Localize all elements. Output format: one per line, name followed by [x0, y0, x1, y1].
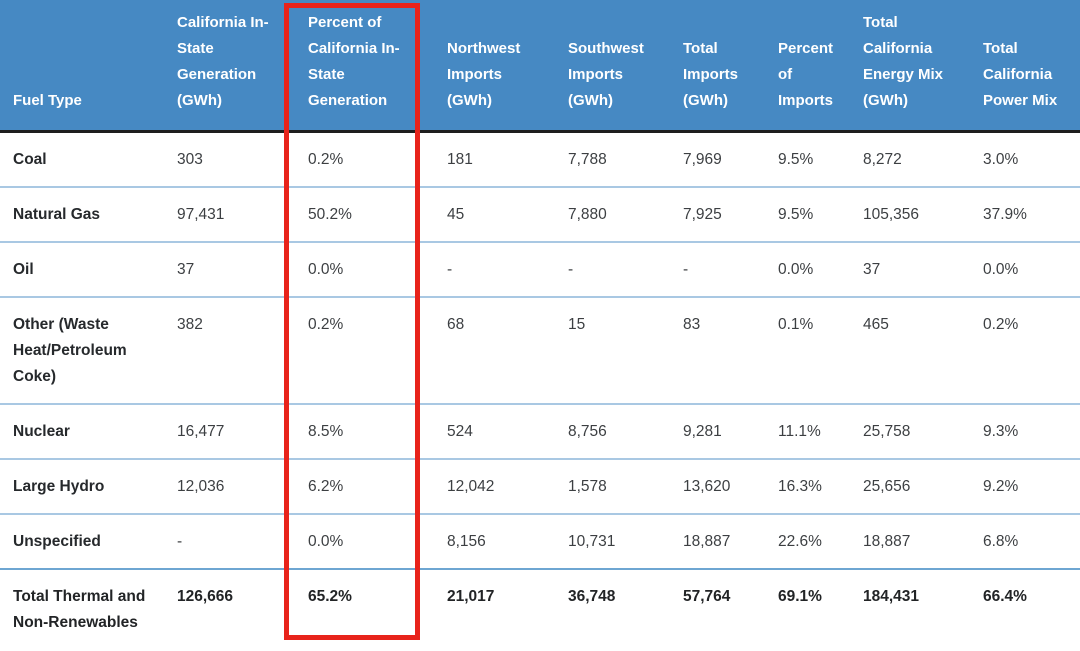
- table-row-nuclear: Nuclear 16,477 8.5% 524 8,756 9,281 11.1…: [0, 403, 1080, 459]
- table-cell: 25,656: [850, 458, 970, 514]
- table-cell: 12,042: [434, 458, 555, 514]
- table-cell: 15: [555, 296, 670, 404]
- table-cell: 45: [434, 186, 555, 242]
- fuel-name: Unspecified: [0, 513, 164, 569]
- table-cell: 16,477: [164, 403, 295, 459]
- fuel-name: Other (Waste Heat/Petroleum Coke): [0, 296, 164, 404]
- table-cell: 83: [670, 296, 765, 404]
- table-cell: 50.2%: [295, 186, 434, 242]
- table-cell: 9.3%: [970, 403, 1080, 459]
- table-cell: 8,756: [555, 403, 670, 459]
- header-total-imports: Total Imports (GWh): [670, 0, 765, 133]
- fuel-name: Oil: [0, 241, 164, 297]
- table-row-coal: Coal 303 0.2% 181 7,788 7,969 9.5% 8,272…: [0, 132, 1080, 188]
- table-cell: 7,925: [670, 186, 765, 242]
- table-cell: 184,431: [850, 568, 970, 649]
- header-northwest-imports: Northwest Imports (GWh): [434, 0, 555, 133]
- table-cell: 69.1%: [765, 568, 850, 649]
- table-cell: 37.9%: [970, 186, 1080, 242]
- table-cell: 465: [850, 296, 970, 404]
- table-cell: 9.5%: [778, 151, 814, 168]
- table-cell: 524: [434, 403, 555, 459]
- table-cell: 18,887: [850, 513, 970, 569]
- table-cell: 0.1%: [765, 296, 850, 404]
- header-total-energy-mix: Total California Energy Mix (GWh): [850, 0, 970, 133]
- table-cell: -: [555, 241, 670, 297]
- header-fuel-type: Fuel Type: [0, 0, 164, 133]
- table-cell: 126,666: [164, 568, 295, 649]
- table-cell: 37: [164, 241, 295, 297]
- table-cell: 16.3%: [765, 458, 850, 514]
- table-cell: 8,272: [863, 151, 902, 168]
- fuel-name: Nuclear: [0, 403, 164, 459]
- table-row-large-hydro: Large Hydro 12,036 6.2% 12,042 1,578 13,…: [0, 458, 1080, 514]
- table-cell: 57,764: [670, 568, 765, 649]
- table-cell: 66.4%: [970, 568, 1080, 649]
- table-row-other-waste-heat: Other (Waste Heat/Petroleum Coke) 382 0.…: [0, 296, 1080, 404]
- header-southwest-imports: Southwest Imports (GWh): [555, 0, 670, 133]
- table-cell: 7,880: [555, 186, 670, 242]
- table-cell: 0.2%: [970, 296, 1080, 404]
- table-cell: 68: [434, 296, 555, 404]
- table-cell: 1,578: [555, 458, 670, 514]
- table-cell: 13,620: [670, 458, 765, 514]
- table-cell: 0.0%: [970, 241, 1080, 297]
- table-cell: 7,788: [568, 151, 607, 168]
- table-cell: 9.5%: [765, 186, 850, 242]
- header-percent-ca-instate-generation: Percent of California In-State Generatio…: [295, 0, 434, 133]
- table-cell: 105,356: [850, 186, 970, 242]
- table-cell: 9,281: [670, 403, 765, 459]
- table-cell: 8.5%: [295, 403, 434, 459]
- fuel-name: Total Thermal and Non-Renewables: [0, 568, 164, 649]
- table-cell: 0.0%: [295, 241, 434, 297]
- table-cell: 25,758: [850, 403, 970, 459]
- table-cell: 9.2%: [970, 458, 1080, 514]
- table-cell: 22.6%: [765, 513, 850, 569]
- table-row-unspecified: Unspecified - 0.0% 8,156 10,731 18,887 2…: [0, 513, 1080, 569]
- table-cell: 8,156: [434, 513, 555, 569]
- table-cell: 382: [164, 296, 295, 404]
- header-percent-of-imports: Percent of Imports: [765, 0, 850, 133]
- table-row-total-thermal-nonrenewables: Total Thermal and Non-Renewables 126,666…: [0, 568, 1080, 649]
- table-cell: 37: [850, 241, 970, 297]
- table-cell: -: [670, 241, 765, 297]
- table-cell: 3.0%: [983, 151, 1019, 168]
- table-cell: 6.2%: [295, 458, 434, 514]
- table-cell: 97,431: [164, 186, 295, 242]
- header-total-power-mix: Total California Power Mix: [970, 0, 1080, 133]
- table-cell: 303: [177, 151, 203, 168]
- table-cell: 181: [447, 151, 473, 168]
- fuel-name: Natural Gas: [0, 186, 164, 242]
- table-row-natural-gas: Natural Gas 97,431 50.2% 45 7,880 7,925 …: [0, 186, 1080, 242]
- table-cell: 6.8%: [970, 513, 1080, 569]
- table-cell: 0.2%: [308, 151, 344, 168]
- fuel-name: Coal: [13, 151, 47, 168]
- table-cell: 10,731: [555, 513, 670, 569]
- table-header-row: Fuel Type California In-State Generation…: [0, 0, 1080, 133]
- table-cell: 36,748: [555, 568, 670, 649]
- table-cell: 0.0%: [295, 513, 434, 569]
- fuel-name: Large Hydro: [0, 458, 164, 514]
- table-cell: 7,969: [683, 151, 722, 168]
- table-cell: -: [164, 513, 295, 569]
- table-cell: 21,017: [434, 568, 555, 649]
- table-cell: 11.1%: [765, 403, 850, 459]
- table-row-oil: Oil 37 0.0% - - - 0.0% 37 0.0%: [0, 241, 1080, 297]
- table-cell: 0.2%: [295, 296, 434, 404]
- table-cell: -: [434, 241, 555, 297]
- table-cell: 12,036: [164, 458, 295, 514]
- table-cell: 0.0%: [765, 241, 850, 297]
- table-cell: 18,887: [670, 513, 765, 569]
- header-ca-instate-generation: California In-State Generation (GWh): [164, 0, 295, 133]
- table-cell: 65.2%: [295, 568, 434, 649]
